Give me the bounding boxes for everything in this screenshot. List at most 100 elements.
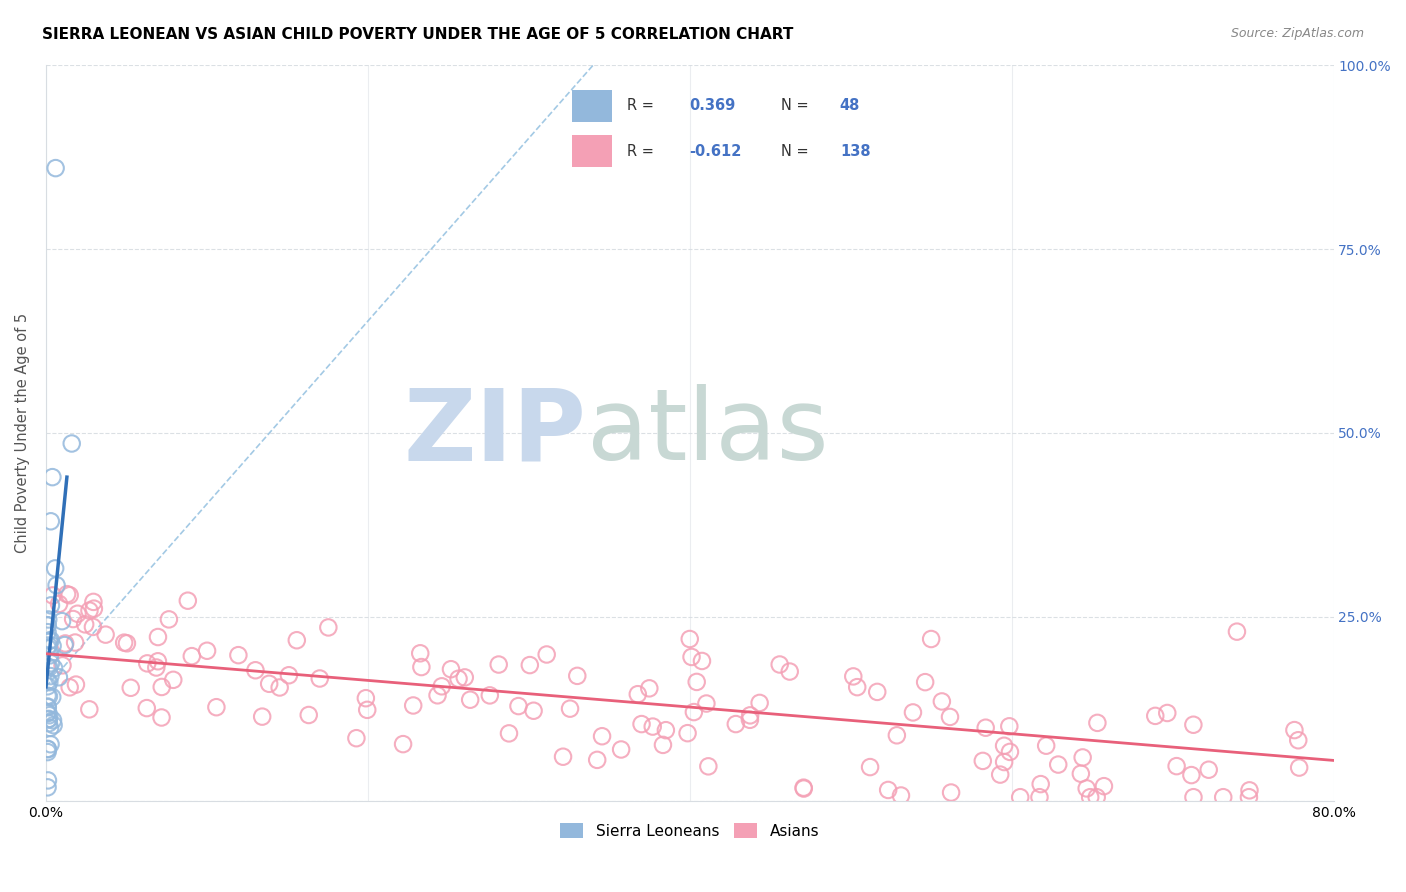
Point (1182, 790, 1205, 805)
Point (1092, 779, 1115, 793)
Point (901, 706, 924, 720)
Point (793, 781, 815, 796)
Point (115, 636, 138, 650)
Point (988, 767, 1011, 781)
Point (498, 726, 520, 740)
Point (920, 632, 942, 646)
Point (48, 597, 70, 611)
Point (41, 690, 63, 704)
Point (59, 588, 82, 602)
Point (65, 677, 87, 691)
Legend: Sierra Leoneans, Asians: Sierra Leoneans, Asians (554, 816, 825, 845)
Point (37, 640, 59, 655)
Point (1076, 781, 1098, 796)
Point (354, 691, 377, 706)
Point (740, 708, 762, 723)
Point (37, 706, 59, 720)
Point (1071, 750, 1094, 764)
Point (536, 648, 558, 662)
Point (38, 712, 60, 726)
Point (83, 601, 105, 615)
Point (488, 657, 510, 672)
Point (42, 718, 65, 732)
Point (285, 633, 308, 648)
Point (157, 612, 180, 626)
Point (356, 703, 378, 717)
Point (558, 701, 581, 715)
Point (53, 636, 76, 650)
Text: ZIP: ZIP (404, 384, 586, 482)
Point (652, 738, 675, 752)
Point (41, 639, 63, 653)
Point (39, 669, 62, 683)
Point (1070, 766, 1092, 780)
Point (1144, 709, 1167, 723)
Point (426, 688, 449, 702)
Point (205, 700, 228, 714)
Point (44, 561, 66, 575)
Point (37, 780, 59, 795)
Point (318, 620, 340, 634)
Point (51, 614, 73, 628)
Point (277, 668, 299, 682)
Point (523, 704, 546, 718)
Point (551, 749, 574, 764)
Point (1286, 733, 1309, 747)
Point (38, 675, 60, 690)
Point (630, 717, 652, 731)
Point (37, 618, 59, 632)
Point (1156, 706, 1178, 720)
Point (250, 709, 273, 723)
Point (195, 644, 218, 658)
Point (793, 780, 815, 795)
Point (1087, 715, 1109, 730)
Point (38, 690, 60, 704)
Point (39, 599, 62, 613)
Text: Source: ZipAtlas.com: Source: ZipAtlas.com (1230, 27, 1364, 40)
Point (447, 672, 470, 686)
Point (60, 436, 83, 450)
Point (591, 729, 613, 743)
Point (779, 665, 801, 679)
Point (45, 578, 67, 592)
Point (638, 681, 661, 696)
Point (41, 470, 63, 484)
Point (998, 719, 1021, 733)
Point (82, 620, 104, 634)
Point (75, 617, 97, 632)
Point (866, 685, 889, 699)
Point (150, 710, 173, 724)
Point (37, 612, 59, 626)
Point (1035, 739, 1057, 753)
Point (993, 739, 1015, 753)
Y-axis label: Child Poverty Under the Age of 5: Child Poverty Under the Age of 5 (15, 313, 30, 553)
Point (886, 728, 908, 742)
Point (38, 716, 60, 731)
Point (402, 698, 425, 713)
Point (146, 654, 169, 668)
Point (411, 660, 433, 674)
Point (135, 701, 157, 715)
Point (37, 674, 59, 689)
Point (567, 669, 589, 683)
Point (94, 627, 117, 641)
Point (37, 741, 59, 756)
Point (1182, 717, 1205, 731)
Point (37, 706, 59, 721)
Point (37, 745, 59, 759)
Point (998, 745, 1021, 759)
Point (1010, 790, 1032, 805)
Point (846, 680, 869, 694)
Point (63, 635, 86, 649)
Point (1239, 783, 1261, 797)
Point (974, 721, 997, 735)
Point (79, 702, 101, 716)
Point (1078, 790, 1101, 805)
Point (458, 692, 481, 706)
Point (162, 673, 184, 687)
Point (62, 612, 84, 626)
Point (641, 720, 664, 734)
Point (66, 607, 89, 621)
Point (48, 670, 70, 684)
Point (695, 697, 717, 711)
